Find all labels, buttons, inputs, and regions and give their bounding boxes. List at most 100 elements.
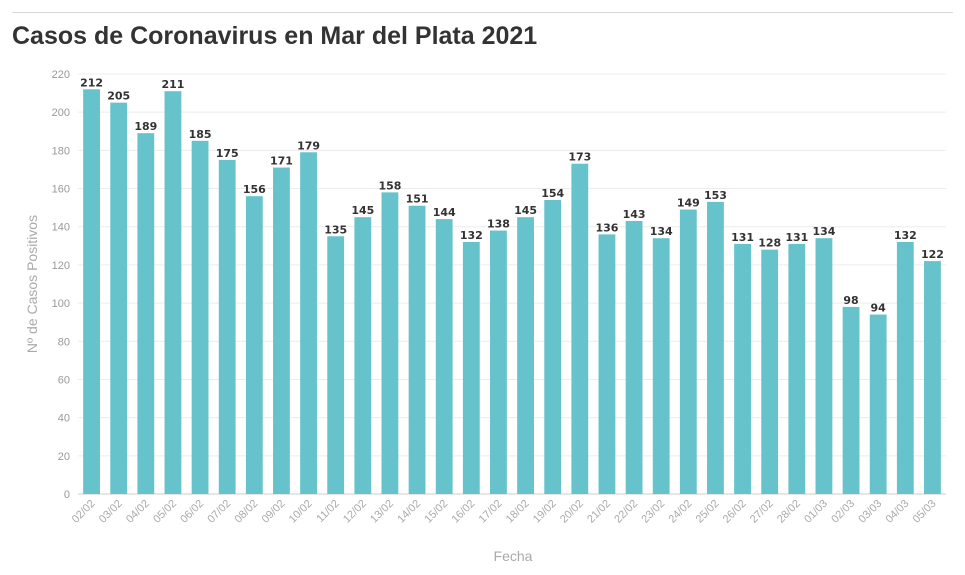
data-label: 134 xyxy=(650,225,673,238)
x-tick-label: 06/02 xyxy=(178,498,206,526)
x-tick-label: 16/02 xyxy=(449,498,477,526)
data-label: 171 xyxy=(270,155,293,168)
bar xyxy=(788,243,806,494)
y-tick-label: 220 xyxy=(52,69,70,81)
x-tick-label: 10/02 xyxy=(287,498,315,526)
data-label: 136 xyxy=(595,221,618,234)
data-label: 122 xyxy=(921,248,944,261)
data-label: 131 xyxy=(731,231,754,244)
bar xyxy=(218,159,236,494)
y-axis-title: Nº de Casos Positivos xyxy=(24,215,40,353)
data-label: 128 xyxy=(758,237,781,250)
x-tick-label: 05/02 xyxy=(151,498,179,526)
bar xyxy=(408,205,426,494)
data-label: 144 xyxy=(433,206,456,219)
y-tick-label: 80 xyxy=(58,336,70,348)
x-tick-label: 13/02 xyxy=(368,498,396,526)
data-label: 175 xyxy=(216,147,239,160)
data-label: 185 xyxy=(189,128,212,141)
x-tick-label: 12/02 xyxy=(341,498,369,526)
bar xyxy=(381,192,399,494)
data-label: 145 xyxy=(351,204,374,217)
y-tick-label: 100 xyxy=(52,298,70,310)
bar xyxy=(137,133,155,494)
data-label: 94 xyxy=(871,302,887,315)
bar xyxy=(544,200,562,494)
data-label: 153 xyxy=(704,189,727,202)
bar xyxy=(273,167,290,494)
bar xyxy=(435,219,453,494)
bar xyxy=(924,261,941,494)
bar xyxy=(679,209,697,494)
y-tick-label: 40 xyxy=(58,413,70,425)
data-label: 154 xyxy=(541,187,564,200)
y-axis-ticks: 0 20 40 60 80 100 120 140 160 180 200 220 xyxy=(52,69,70,501)
bar xyxy=(245,196,263,494)
bar xyxy=(896,242,914,494)
bar xyxy=(83,89,100,494)
y-tick-label: 0 xyxy=(64,489,70,501)
data-label: 143 xyxy=(623,208,646,221)
x-tick-label: 03/02 xyxy=(97,498,125,526)
x-tick-label: 11/02 xyxy=(314,498,341,525)
bar xyxy=(815,238,833,494)
data-label: 149 xyxy=(677,197,700,210)
bars xyxy=(83,89,941,495)
data-labels: 212 205 189 211 185 175 156 171 179 135 145 158 151 1… xyxy=(80,76,944,314)
bar xyxy=(869,314,887,494)
data-label: 205 xyxy=(107,90,130,103)
data-label: 211 xyxy=(161,78,184,91)
x-tick-label: 27/02 xyxy=(748,498,776,526)
data-label: 151 xyxy=(406,193,429,206)
bar xyxy=(707,201,724,494)
x-axis-ticks: 02/02 03/02 04/02 05/02 06/02 07/02 08/02 09/02… xyxy=(70,498,939,526)
x-tick-label: 18/02 xyxy=(504,498,532,526)
x-tick-label: 02/02 xyxy=(70,498,98,526)
bar xyxy=(191,140,209,494)
y-tick-label: 20 xyxy=(58,451,70,463)
data-label: 179 xyxy=(297,139,320,152)
data-label: 138 xyxy=(487,218,510,231)
x-tick-label: 28/02 xyxy=(775,498,803,526)
x-tick-label: 02/03 xyxy=(829,498,857,526)
bar xyxy=(354,217,372,494)
y-tick-label: 160 xyxy=(52,184,70,196)
y-tick-label: 140 xyxy=(52,222,70,234)
x-axis-title: Fecha xyxy=(494,548,533,564)
data-label: 131 xyxy=(785,231,808,244)
bar xyxy=(842,306,860,494)
data-label: 98 xyxy=(843,294,858,307)
data-label: 189 xyxy=(134,120,157,133)
x-tick-label: 21/02 xyxy=(585,498,613,526)
y-tick-label: 60 xyxy=(58,374,70,386)
data-label: 132 xyxy=(460,229,483,242)
x-tick-label: 04/03 xyxy=(883,498,911,526)
bar xyxy=(652,238,670,494)
data-label: 173 xyxy=(568,151,591,164)
x-tick-label: 19/02 xyxy=(531,498,559,526)
x-tick-label: 23/02 xyxy=(639,498,667,526)
bar xyxy=(625,221,643,494)
x-tick-label: 25/02 xyxy=(694,498,722,526)
y-tick-label: 120 xyxy=(52,260,70,272)
x-tick-label: 15/02 xyxy=(422,498,450,526)
data-label: 158 xyxy=(378,179,401,192)
bar xyxy=(300,152,317,495)
x-tick-label: 09/02 xyxy=(260,498,288,526)
data-label: 132 xyxy=(894,229,917,242)
data-label: 135 xyxy=(324,223,347,236)
bar xyxy=(490,230,507,494)
x-tick-label: 26/02 xyxy=(721,498,749,526)
x-tick-label: 01/03 xyxy=(802,498,830,526)
data-label: 145 xyxy=(514,204,537,217)
x-tick-label: 22/02 xyxy=(612,498,640,526)
bar xyxy=(571,163,589,494)
bar xyxy=(462,242,480,494)
x-tick-label: 07/02 xyxy=(205,498,233,526)
chart-title: Casos de Coronavirus en Mar del Plata 20… xyxy=(12,22,538,50)
x-tick-label: 03/03 xyxy=(856,498,884,526)
x-tick-label: 04/02 xyxy=(124,498,152,526)
bar xyxy=(110,102,128,495)
y-tick-label: 180 xyxy=(52,145,70,157)
